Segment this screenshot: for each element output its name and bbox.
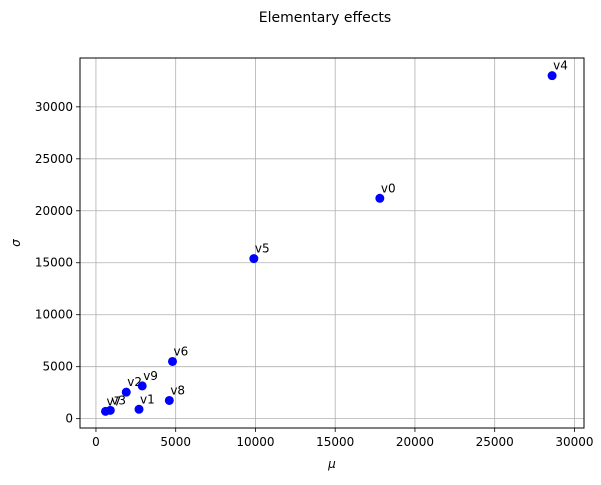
data-point-v1 — [134, 404, 144, 414]
plot-area-frame — [79, 57, 585, 429]
axes: 0 5000 10000 15000 20000 25000 30000 0 5000 10000… — [35, 100, 594, 449]
point-label-v2: v2 — [127, 375, 142, 389]
y-axis-label: σ — [9, 239, 23, 247]
data-point-v6 — [168, 356, 178, 366]
point-label-v4: v4 — [553, 59, 568, 73]
x-axis-label: μ — [327, 457, 336, 471]
y-tick-label: 10000 — [35, 308, 73, 322]
data-point-v0 — [375, 193, 385, 203]
x-tick-label: 30000 — [555, 435, 593, 449]
data-point-v7 — [101, 406, 111, 416]
x-tick-label: 10000 — [236, 435, 274, 449]
point-label-v7: v7 — [107, 394, 122, 408]
x-tick-label: 20000 — [396, 435, 434, 449]
y-tick-label: 20000 — [35, 204, 73, 218]
y-tick-label: 15000 — [35, 256, 73, 270]
x-tick-label: 0 — [92, 435, 100, 449]
point-label-v6: v6 — [174, 344, 189, 358]
point-label-v5: v5 — [255, 242, 270, 256]
point-label-v3: v3 — [111, 393, 126, 407]
data-point-v2 — [121, 387, 131, 397]
x-tick-label: 5000 — [160, 435, 191, 449]
x-tick-label: 25000 — [476, 435, 514, 449]
point-label-v8: v8 — [170, 383, 185, 397]
y-tick-label: 0 — [65, 412, 73, 426]
chart-title: Elementary effects — [259, 10, 391, 26]
x-tick-label: 15000 — [316, 435, 354, 449]
point-label-v1: v1 — [140, 392, 155, 406]
data-point-v8 — [164, 395, 174, 405]
y-tick-label: 30000 — [35, 100, 73, 114]
data-point-v4 — [547, 71, 557, 81]
y-tick-label: 25000 — [35, 152, 73, 166]
data-point-v5 — [249, 254, 259, 264]
data-points — [101, 71, 557, 416]
point-label-v9: v9 — [143, 369, 158, 383]
grid — [80, 58, 584, 428]
y-tick-label: 5000 — [42, 360, 73, 374]
point-label-v0: v0 — [381, 181, 396, 195]
data-point-v9 — [137, 381, 147, 391]
